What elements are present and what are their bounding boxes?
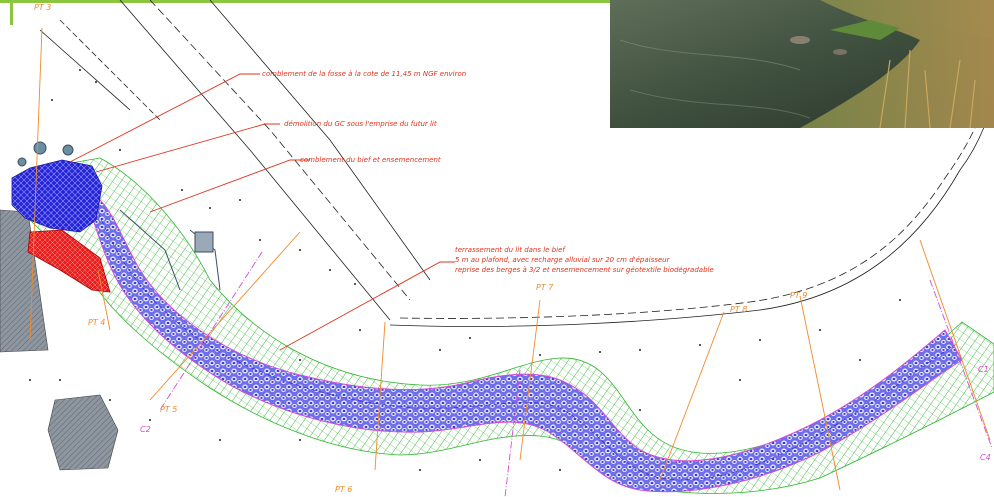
note-demolition: démolition du GC sous l'emprise du futur… (284, 120, 437, 128)
bank-hatch (29, 157, 994, 494)
river-photo-inset (610, 0, 994, 129)
label-pt6-a: PT 6 (335, 485, 352, 494)
road-lines (39, 0, 991, 327)
label-pt5: PT 5 (160, 405, 177, 414)
building-bottom (47, 394, 119, 471)
header-accent (10, 3, 13, 25)
note-bief: comblement du bief et ensemencement (300, 156, 441, 164)
header-bar (0, 0, 610, 3)
label-c4: C4 (980, 453, 991, 462)
label-pt3: PT 3 (34, 3, 51, 12)
label-pt8: PT 8 (730, 305, 747, 314)
label-pt4: PT 4 (88, 318, 105, 327)
section-lines (159, 251, 993, 497)
label-pt9: PT 9 (790, 291, 807, 300)
existing-works (17, 141, 221, 291)
note-fosse: comblement de la fosse à la cote de 11,4… (262, 70, 466, 78)
profile-lines (29, 27, 991, 491)
note-terrassement-2: 5 m au plafond, avec recharge alluvial s… (455, 256, 671, 264)
label-c1: C1 (978, 365, 989, 374)
note-terrassement-3: reprise des berges à 3/2 et ensemencemen… (455, 266, 714, 274)
note-terrassement-1: terrassement du lit dans le bief (455, 246, 566, 254)
label-c2: C2 (140, 425, 151, 434)
annotation-leaders (69, 73, 455, 351)
label-pt7: PT 7 (536, 283, 554, 292)
